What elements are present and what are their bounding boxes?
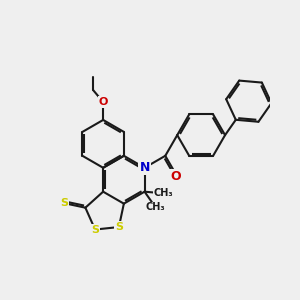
Text: S: S [115, 222, 123, 232]
Text: N: N [140, 161, 150, 174]
Text: CH₃: CH₃ [146, 202, 165, 212]
Text: S: S [60, 198, 68, 208]
Text: O: O [98, 97, 108, 107]
Text: O: O [170, 169, 181, 183]
Text: CH₃: CH₃ [154, 188, 173, 198]
Text: S: S [91, 224, 99, 235]
